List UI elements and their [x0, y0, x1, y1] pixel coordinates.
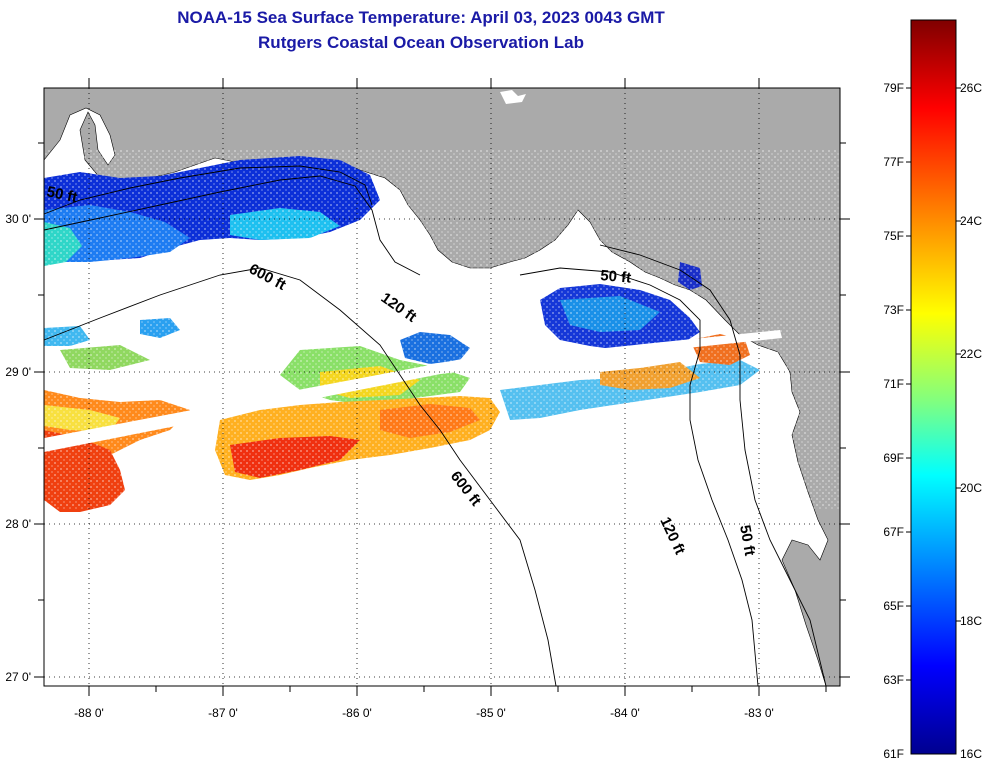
- colorbar-f-label: 61F: [883, 747, 904, 761]
- lon-label: -84 0': [610, 706, 640, 720]
- lon-label: -86 0': [342, 706, 372, 720]
- lat-label: 27 0': [5, 670, 31, 684]
- axis-ticks: [34, 78, 850, 696]
- contour-label: 50 ft: [45, 183, 79, 206]
- colorbar-c-label: 22C: [960, 347, 982, 361]
- colorbar-f-label: 69F: [883, 451, 904, 465]
- colorbar-f-label: 63F: [883, 673, 904, 687]
- colorbar-f-label: 79F: [883, 81, 904, 95]
- colorbar-c-label: 24C: [960, 214, 982, 228]
- lon-label: -83 0': [744, 706, 774, 720]
- chart-title: NOAA-15 Sea Surface Temperature: April 0…: [177, 8, 665, 27]
- contour-label: 50 ft: [600, 267, 632, 287]
- colorbar-c-label: 18C: [960, 614, 982, 628]
- colorbar: [910, 19, 957, 755]
- lat-label: 30 0': [5, 212, 31, 226]
- colorbar-f-label: 73F: [883, 303, 904, 317]
- island: [500, 90, 526, 104]
- colorbar-f-label: 75F: [883, 229, 904, 243]
- colorbar-f-label: 67F: [883, 525, 904, 539]
- colorbar-c-label: 20C: [960, 481, 982, 495]
- lon-label: -85 0': [476, 706, 506, 720]
- colorbar-c-label: 16C: [960, 747, 982, 761]
- sst-data: [44, 150, 840, 512]
- colorbar-f-label: 71F: [883, 377, 904, 391]
- lon-label: -88 0': [74, 706, 104, 720]
- lat-label: 28 0': [5, 517, 31, 531]
- contour-label: 50 ft: [736, 524, 758, 557]
- colorbar-ticks: [906, 87, 961, 681]
- chart-subtitle: Rutgers Coastal Ocean Observation Lab: [258, 33, 584, 52]
- lat-label: 29 0': [5, 365, 31, 379]
- map-frame: [43, 87, 841, 687]
- colorbar-c-label: 26C: [960, 81, 982, 95]
- colorbar-f-label: 65F: [883, 599, 904, 613]
- depth-contours: [43, 165, 827, 687]
- colorbar-f-label: 77F: [883, 155, 904, 169]
- lon-label: -87 0': [208, 706, 238, 720]
